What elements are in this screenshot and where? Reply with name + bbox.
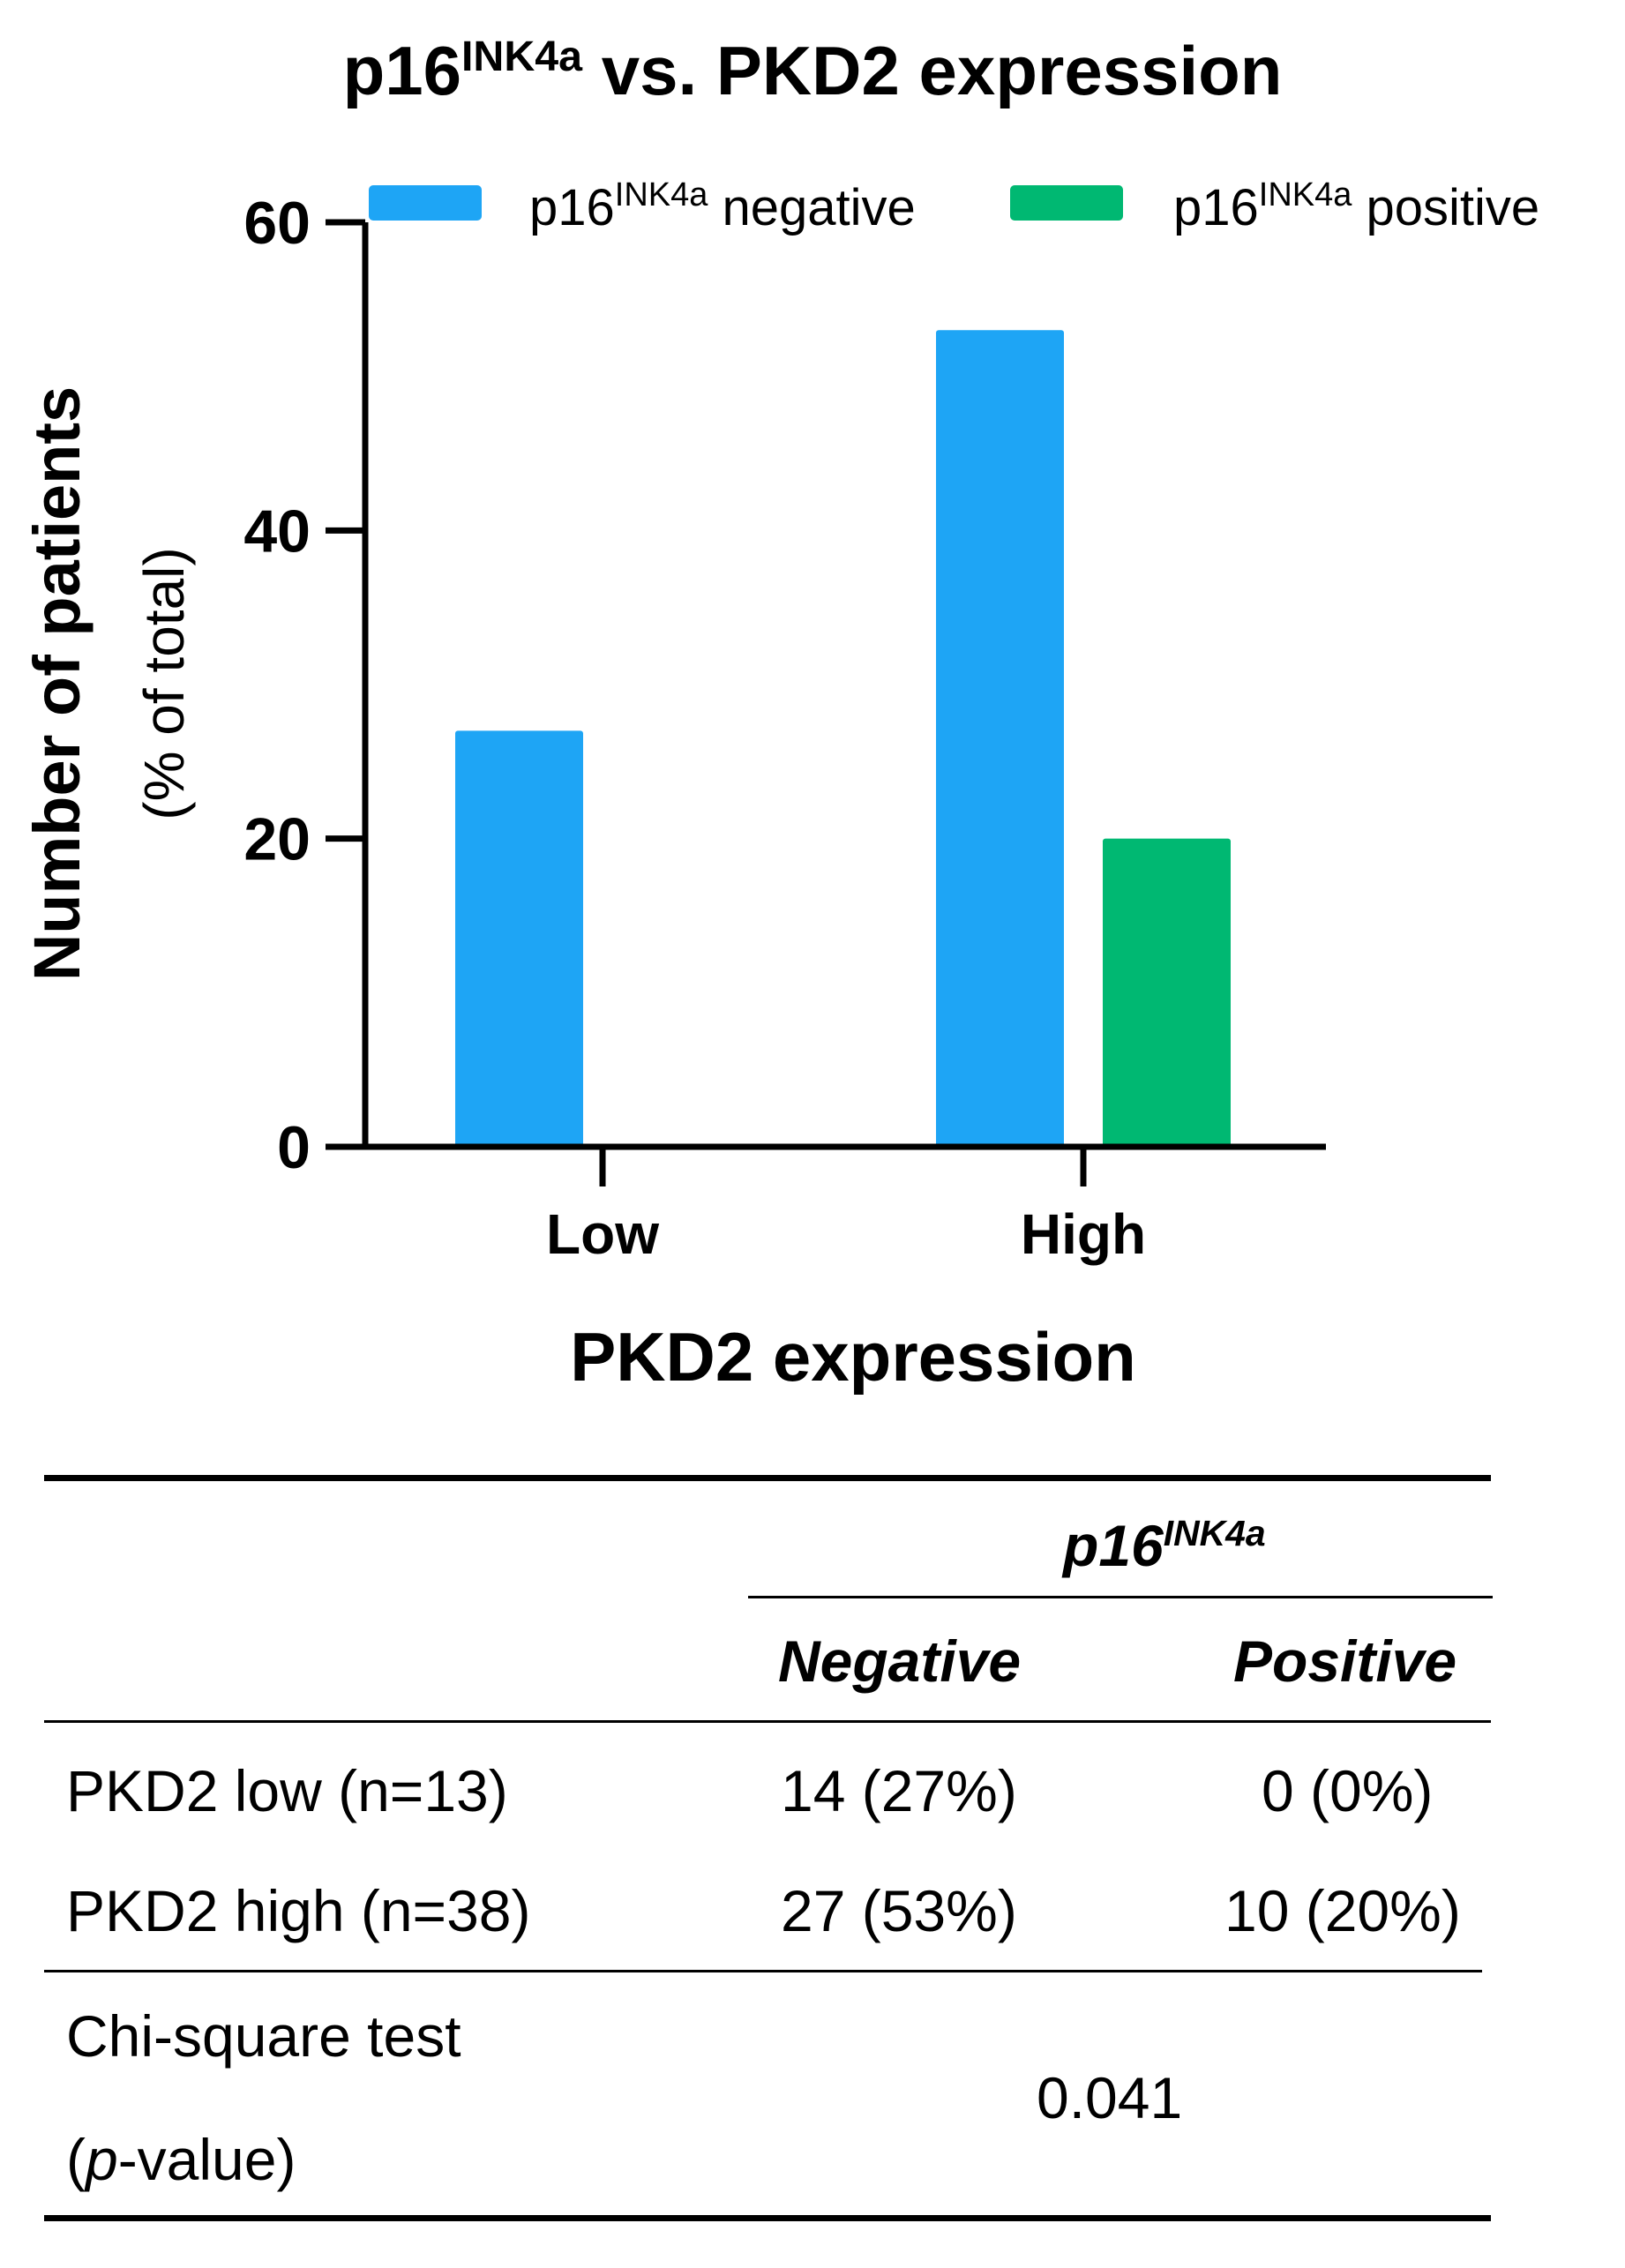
row-low-positive: 0 (0%) <box>1262 1758 1434 1823</box>
chart-title: p16INK4a vs. PKD2 expression <box>0 31 1625 111</box>
row-low-label: PKD2 low (n=13) <box>66 1758 508 1823</box>
legend-swatch-positive <box>1010 185 1123 221</box>
row-high-label: PKD2 high (n=38) <box>66 1878 531 1943</box>
bar-p16ink4a-negative-low <box>455 730 583 1147</box>
y-axis-label: Number of patients <box>20 386 94 981</box>
title-rest: vs. PKD2 expression <box>582 32 1283 109</box>
legend-label-positive: p16INK4a positive <box>1173 176 1539 236</box>
title-superscript: INK4a <box>461 33 583 80</box>
bar-chart: Low High 0 20 40 60 Number of patients (% of to… <box>20 176 1539 1396</box>
col-header-positive: Positive <box>1233 1628 1457 1694</box>
table-body-rule <box>44 1970 1482 1972</box>
x-tick-label-high: High <box>1021 1202 1146 1266</box>
table-group-rule <box>748 1596 1493 1598</box>
y-tick-label-20: 20 <box>243 806 311 873</box>
group-header-superscript: INK4a <box>1163 1513 1266 1553</box>
x-tick-label-low: Low <box>546 1202 659 1266</box>
p-italic: p <box>85 2127 118 2192</box>
row-high-negative: 27 (53%) <box>781 1878 1017 1943</box>
row-low-negative: 14 (27%) <box>781 1758 1017 1823</box>
y-axis-label-secondary: (% of total) <box>132 547 196 820</box>
table-top-rule <box>44 1475 1491 1481</box>
legend-swatch-negative <box>369 185 482 221</box>
legend-label-negative: p16INK4a negative <box>529 176 916 236</box>
bar-p16ink4a-negative-high <box>936 330 1064 1147</box>
p-value-label: (p-value) <box>66 2130 296 2189</box>
p-value-open: ( <box>66 2127 86 2192</box>
y-tick-label-0: 0 <box>277 1114 311 1181</box>
x-axis-label: PKD2 expression <box>570 1318 1136 1396</box>
group-header-main: p16 <box>1063 1513 1164 1578</box>
chi-square-value: 0.041 <box>1037 2065 1183 2130</box>
p-value-rest: -value) <box>117 2127 296 2192</box>
table-bottom-rule <box>44 2215 1491 2221</box>
table-group-header: p16INK4a <box>1063 1516 1266 1575</box>
col-header-negative: Negative <box>778 1628 1022 1694</box>
table-header-rule <box>44 1720 1491 1723</box>
chi-square-label: Chi-square test <box>66 2003 461 2069</box>
title-main: p16 <box>342 32 461 109</box>
y-tick-label-60: 60 <box>243 190 311 257</box>
y-tick-label-40: 40 <box>243 498 311 565</box>
row-high-positive: 10 (20%) <box>1224 1878 1461 1943</box>
bar-p16ink4a-positive-high <box>1103 838 1231 1147</box>
